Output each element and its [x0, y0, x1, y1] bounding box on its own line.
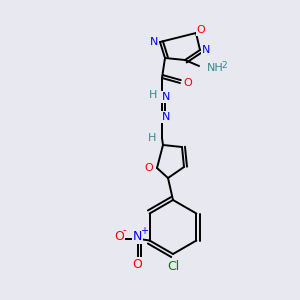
- Text: 2: 2: [221, 61, 226, 70]
- Text: H: H: [148, 90, 157, 100]
- Text: -: -: [123, 226, 126, 236]
- Text: O: O: [196, 25, 206, 35]
- Text: N: N: [162, 112, 170, 122]
- Text: N: N: [150, 37, 158, 47]
- Text: O: O: [115, 230, 124, 243]
- Text: N: N: [202, 45, 210, 55]
- Text: Cl: Cl: [167, 260, 179, 272]
- Text: O: O: [184, 78, 192, 88]
- Text: NH: NH: [207, 63, 224, 73]
- Text: N: N: [162, 92, 170, 102]
- Text: +: +: [140, 226, 148, 236]
- Text: N: N: [133, 230, 142, 243]
- Text: O: O: [145, 163, 153, 173]
- Text: O: O: [133, 258, 142, 271]
- Text: H: H: [148, 133, 156, 143]
